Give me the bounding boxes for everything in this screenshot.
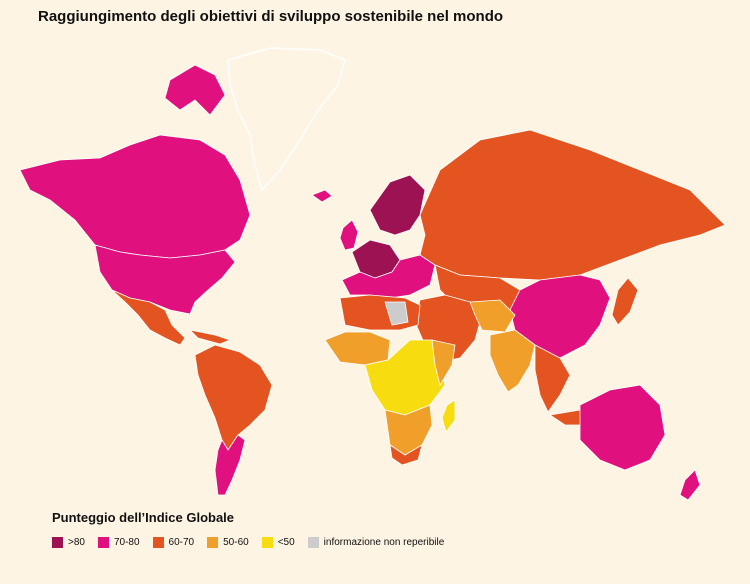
region-canada-arctic (164, 64, 226, 116)
region-new-zealand (679, 469, 701, 500)
region-no-data (384, 301, 409, 326)
region-canada (19, 134, 251, 259)
legend: >80 70-80 60-70 50-60 <50 informazione n… (52, 537, 457, 548)
region-india (489, 329, 536, 393)
legend-swatch (261, 537, 273, 548)
region-iceland (311, 189, 333, 203)
region-caribbean (188, 329, 232, 345)
legend-label: informazione non reperibile (323, 537, 445, 548)
region-russia (419, 129, 726, 281)
region-greenland (227, 47, 346, 192)
region-north-africa (339, 294, 421, 331)
legend-swatch (307, 537, 319, 548)
region-uk (339, 219, 359, 251)
map-title: Raggiungimento degli obiettivi di svilup… (38, 8, 504, 25)
region-west-africa (324, 331, 391, 366)
legend-label: 50-60 (223, 537, 249, 548)
legend-swatch (207, 537, 219, 548)
region-nordics (369, 174, 426, 236)
region-mexico (111, 289, 186, 346)
world-map (19, 47, 726, 500)
legend-label: 70-80 (113, 537, 140, 548)
region-madagascar (441, 399, 456, 433)
region-australia (579, 384, 666, 471)
legend-swatch (152, 537, 164, 548)
legend-item-60-70: 60-70 (152, 537, 195, 548)
region-southern-cone (214, 434, 246, 496)
legend-item-above-80: >80 (52, 537, 85, 548)
legend-swatch (52, 537, 63, 548)
legend-swatch (97, 537, 109, 548)
legend-title: Punteggio dell’Indice Globale (52, 510, 235, 525)
legend-label: >80 (68, 537, 85, 548)
legend-item-no-data: informazione non reperibile (307, 537, 445, 548)
region-south-america (194, 344, 273, 451)
region-south-east-asia (534, 344, 571, 413)
region-japan (611, 277, 639, 326)
legend-item-70-80: 70-80 (97, 537, 140, 548)
region-central-africa (364, 339, 446, 416)
region-east-africa (431, 339, 456, 387)
legend-item-50-60: 50-60 (207, 537, 249, 548)
legend-label: 60-70 (168, 537, 195, 548)
legend-item-below-50: <50 (261, 537, 295, 548)
legend-label: <50 (277, 537, 295, 548)
region-south-africa (389, 444, 423, 466)
